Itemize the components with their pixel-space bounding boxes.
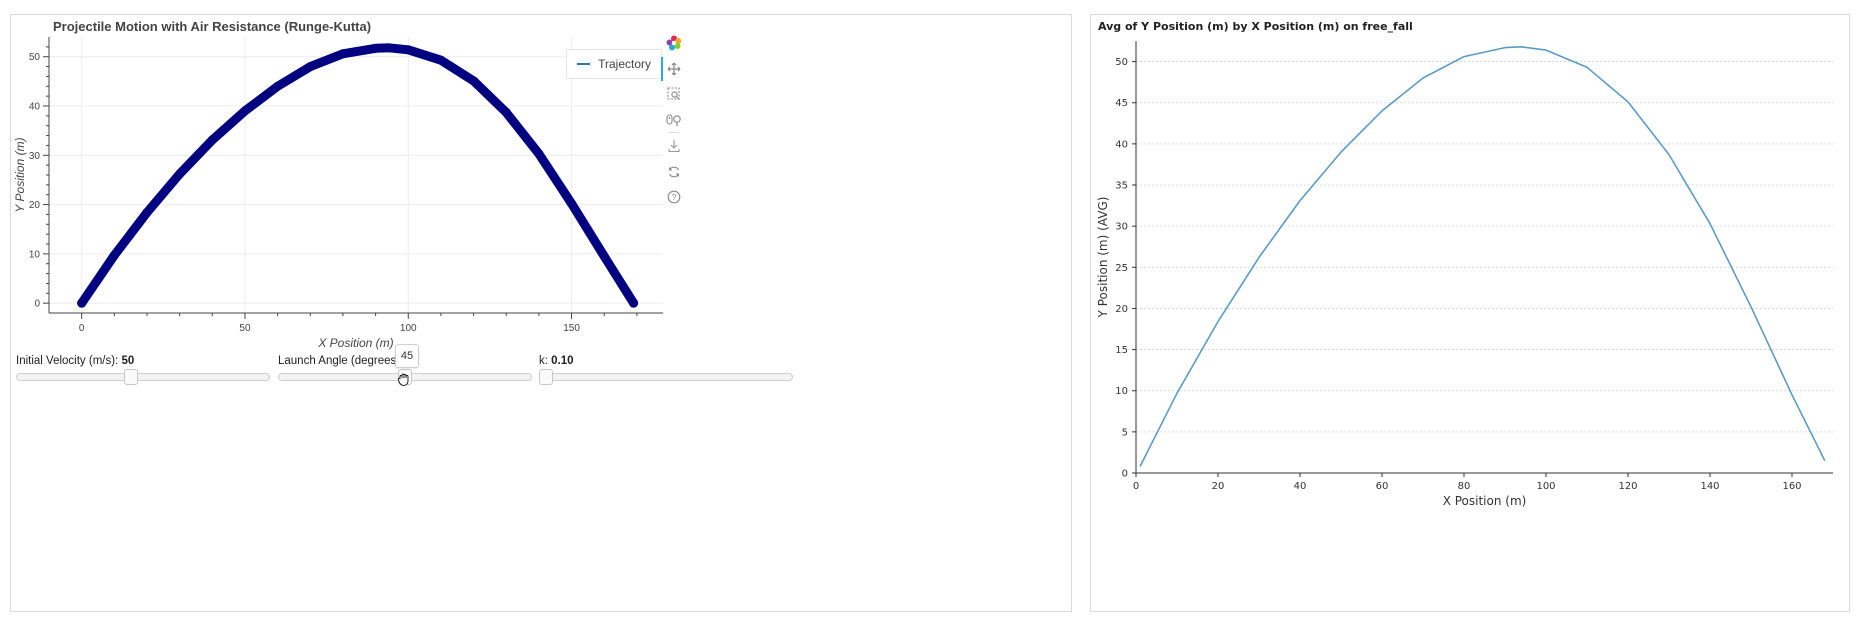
summary-chart-panel: Avg of Y Position (m) by X Position (m) … (1090, 14, 1850, 612)
y-tick-label: 50 (1115, 57, 1128, 68)
y-tick-label: 20 (29, 200, 41, 211)
y-tick-label: 30 (1115, 222, 1128, 233)
trajectory-point (403, 45, 413, 55)
k-slider-handle[interactable] (539, 369, 553, 385)
y-tick-label: 25 (1115, 263, 1128, 274)
y-tick-label: 10 (29, 249, 41, 260)
trajectory-point (371, 43, 381, 53)
legend-swatch (577, 63, 591, 65)
x-axis-label: X Position (m) (317, 336, 393, 350)
velocity-slider-handle[interactable] (124, 369, 138, 385)
y-tick-label: 45 (1115, 98, 1128, 109)
trajectory-point (599, 251, 609, 261)
svg-text:?: ? (672, 193, 677, 202)
active-tool-indicator (661, 57, 663, 81)
x-tick-label: 100 (1536, 481, 1555, 492)
trajectory-point (109, 250, 119, 260)
legend-label: Trajectory (598, 57, 651, 71)
y-tick-label: 40 (29, 102, 41, 113)
left-plot-canvas[interactable]: 0 50 100 150 0 10 20 30 40 50 X Position (m) Y Posi… (11, 15, 731, 355)
velocity-slider-label: Initial Velocity (m/s): 50 (16, 355, 135, 367)
y-tick-label: 40 (1115, 139, 1128, 150)
help-icon[interactable]: ? (665, 188, 683, 206)
x-tick-label: 80 (1458, 481, 1471, 492)
y-tick-label: 15 (1115, 345, 1128, 356)
y-tick-label: 35 (1115, 181, 1128, 192)
trajectory-point (436, 55, 446, 65)
trajectory-point (338, 49, 348, 59)
k-slider-label: k: 0.10 (539, 355, 574, 367)
x-tick-label: 40 (1294, 481, 1307, 492)
y-tick-label: 30 (29, 151, 41, 162)
x-tick-label: 140 (1700, 481, 1719, 492)
trajectory-point (240, 106, 250, 116)
save-icon[interactable] (665, 137, 683, 155)
trajectory-point (175, 169, 185, 179)
grab-cursor-icon (397, 373, 409, 386)
x-tick-label: 50 (239, 323, 251, 334)
trajectory-point (384, 43, 394, 53)
y-tick-label: 0 (1122, 469, 1128, 480)
y-tick-label: 50 (29, 52, 41, 63)
right-plot-title: Avg of Y Position (m) by X Position (m) … (1098, 20, 1413, 33)
x-tick-label: 100 (400, 323, 417, 334)
x-axis-label: X Position (m) (1443, 494, 1527, 508)
y-axis-label: Y Position (m) (13, 137, 27, 212)
trajectory-point (629, 298, 639, 308)
trajectory-point (567, 199, 577, 209)
trajectory-line (77, 43, 639, 308)
x-tick-label: 150 (563, 323, 580, 334)
box-zoom-icon[interactable] (665, 85, 683, 103)
bokeh-logo-icon[interactable] (665, 34, 683, 52)
trajectory-point (534, 149, 544, 159)
toolbar-divider (669, 132, 679, 133)
y-tick-label: 5 (1122, 427, 1128, 438)
trajectory-point (207, 135, 217, 145)
trajectory-point (469, 76, 479, 86)
x-tick-label: 160 (1782, 481, 1801, 492)
pan-icon[interactable] (665, 60, 683, 78)
x-tick-label: 0 (1133, 481, 1139, 492)
trajectory-point (501, 107, 511, 117)
reset-icon[interactable] (665, 163, 683, 181)
bokeh-panel: Projectile Motion with Air Resistance (R… (10, 14, 1072, 612)
x-tick-label: 60 (1376, 481, 1389, 492)
trajectory-point (77, 298, 87, 308)
y-tick-label: 20 (1115, 304, 1128, 315)
x-tick-label: 120 (1618, 481, 1637, 492)
legend[interactable]: Trajectory (566, 49, 662, 79)
trajectory-point (142, 207, 152, 217)
k-slider-track[interactable] (539, 373, 793, 381)
x-tick-label: 0 (79, 323, 85, 334)
avg-y-line (1139, 45, 1826, 467)
angle-value-tooltip: 45 (395, 344, 419, 368)
angle-slider-label: Launch Angle (degrees): 4 (278, 355, 413, 367)
y-tick-label: 10 (1115, 386, 1128, 397)
x-tick-label: 20 (1212, 481, 1225, 492)
wheel-zoom-icon[interactable] (665, 111, 683, 129)
trajectory-point (305, 62, 315, 72)
y-tick-label: 0 (34, 299, 40, 310)
trajectory-point (273, 81, 283, 91)
velocity-slider-track[interactable] (16, 373, 270, 381)
right-plot-canvas: 0 20 40 60 80 100 120 140 160 0 5 10 15 20 25 30 35 40 45 5… (1096, 41, 1833, 508)
y-axis-label: Y Position (m) (AVG) (1096, 197, 1110, 319)
left-plot-title: Projectile Motion with Air Resistance (R… (53, 19, 372, 34)
